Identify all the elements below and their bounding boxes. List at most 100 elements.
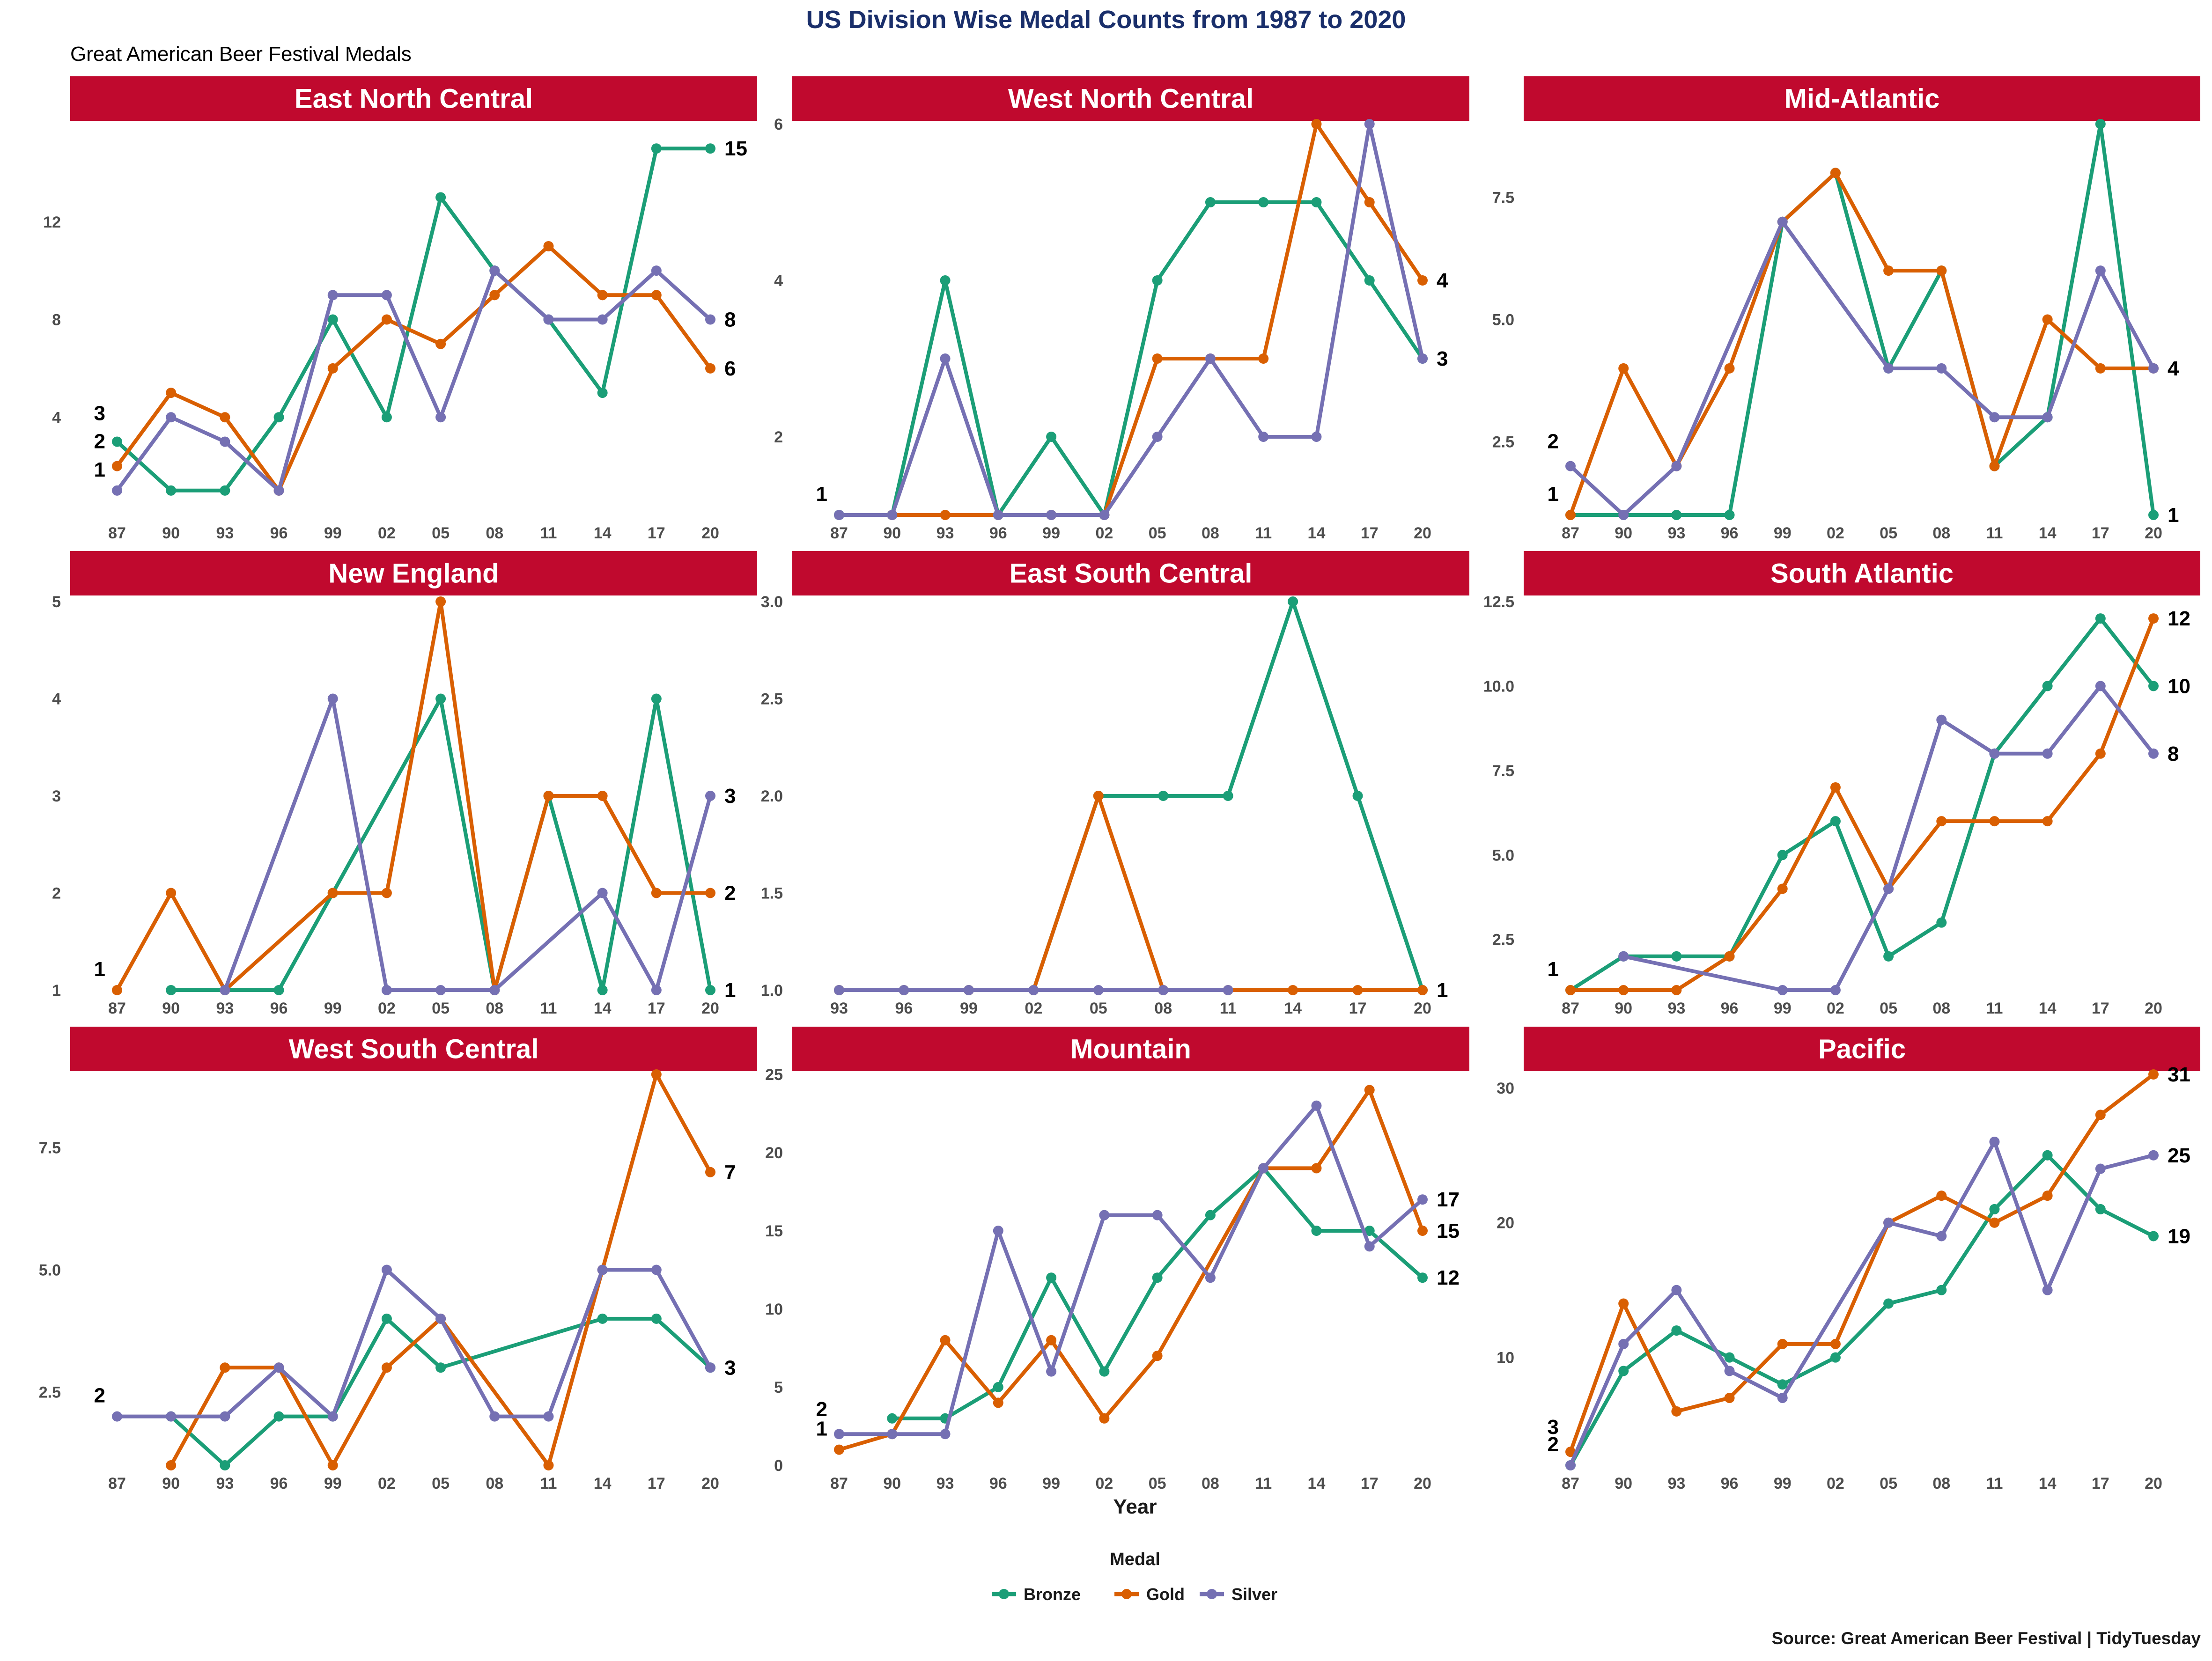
strip-mountain	[792, 1027, 1469, 1071]
x-tick-label: 99	[324, 524, 342, 542]
series-line-gold	[1571, 617, 2155, 992]
y-tick-label: 5	[52, 593, 61, 611]
point-gold	[327, 1460, 338, 1470]
x-tick-label: 05	[1149, 1475, 1166, 1492]
x-tick-label: 11	[1986, 1000, 2003, 1017]
series-line-gold	[169, 1073, 712, 1467]
point-silver	[1311, 1100, 1322, 1111]
point-silver	[1099, 510, 1110, 520]
x-tick-label: 93	[830, 1000, 848, 1017]
x-tick-label: 11	[1986, 524, 2003, 542]
y-tick-label: 20	[1497, 1214, 1514, 1232]
y-tick-label: 15	[765, 1222, 783, 1240]
point-gold	[705, 363, 715, 374]
point-silver	[220, 436, 230, 447]
point-bronze	[1364, 1226, 1375, 1236]
point-bronze	[1671, 951, 1682, 962]
x-tick-label: 05	[1880, 524, 1897, 542]
x-tick-label: 99	[324, 1000, 342, 1017]
point-gold	[381, 888, 392, 898]
point-silver	[2095, 681, 2106, 691]
point-gold	[1936, 816, 1947, 827]
point-gold	[1989, 461, 2000, 471]
point-bronze	[2095, 1204, 2106, 1214]
start-label: 1	[1548, 958, 1559, 981]
point-silver	[2148, 748, 2159, 759]
point-gold	[1364, 197, 1375, 207]
point-gold	[2148, 613, 2159, 624]
x-tick-label: 87	[108, 1000, 126, 1017]
point-silver	[940, 1429, 951, 1440]
x-tick-label: 08	[1932, 524, 1950, 542]
x-axis-label: Year	[1113, 1495, 1157, 1518]
point-silver	[166, 412, 177, 423]
point-silver	[220, 985, 230, 995]
point-silver	[705, 314, 715, 325]
y-tick-label: 4	[774, 272, 783, 290]
point-silver	[651, 265, 662, 276]
point-gold	[940, 1335, 951, 1345]
start-label: 1	[1548, 483, 1559, 506]
point-gold	[112, 985, 122, 995]
point-silver	[1936, 1231, 1947, 1242]
series-line-silver	[839, 1103, 1424, 1436]
x-tick-label: 90	[1615, 524, 1632, 542]
x-tick-label: 96	[989, 524, 1007, 542]
point-gold	[1724, 951, 1735, 962]
point-gold	[1671, 985, 1682, 995]
point-silver	[651, 985, 662, 995]
point-gold	[705, 1167, 715, 1177]
x-tick-label: 08	[1932, 1475, 1950, 1492]
point-gold	[2042, 1191, 2053, 1201]
x-tick-label: 02	[1095, 524, 1113, 542]
point-silver	[220, 1411, 230, 1422]
point-gold	[381, 1362, 392, 1373]
point-bronze	[327, 314, 338, 325]
legend-marker-silver	[1207, 1589, 1217, 1599]
end-label-silver: 3	[724, 785, 736, 808]
point-bronze	[1883, 1298, 1894, 1309]
y-tick-label: 4	[52, 691, 61, 708]
strip-title-west-south-central: West South Central	[289, 1034, 539, 1065]
point-silver	[1724, 1366, 1735, 1376]
point-silver	[112, 485, 122, 496]
y-tick-label: 10	[1497, 1349, 1514, 1367]
y-tick-label: 10	[765, 1301, 783, 1318]
end-label-gold: 6	[724, 357, 736, 380]
point-silver	[597, 314, 608, 325]
point-silver	[1777, 216, 1788, 227]
point-bronze	[1205, 1210, 1216, 1220]
y-tick-label: 7.5	[1492, 762, 1514, 780]
x-tick-label: 17	[1361, 1475, 1379, 1492]
end-label-silver: 25	[2168, 1144, 2190, 1167]
series-line-silver	[1569, 220, 2155, 517]
x-tick-label: 87	[108, 524, 126, 542]
end-label-bronze: 15	[724, 137, 747, 160]
start-label: 3	[94, 402, 105, 425]
point-silver	[1989, 412, 2000, 423]
point-bronze	[1311, 1226, 1322, 1236]
strip-east-north-central	[70, 76, 757, 121]
y-tick-label: 2.5	[1492, 433, 1514, 451]
point-gold	[166, 888, 177, 898]
series-line-gold	[839, 794, 1423, 992]
point-silver	[1883, 1217, 1894, 1228]
point-silver	[1671, 1285, 1682, 1295]
point-silver	[435, 985, 446, 995]
start-label: 2	[94, 430, 105, 453]
point-silver	[489, 985, 500, 995]
point-silver	[2042, 1285, 2053, 1295]
x-tick-label: 93	[216, 524, 234, 542]
point-silver	[1565, 461, 1576, 471]
point-gold	[543, 1460, 554, 1470]
x-tick-label: 93	[936, 1475, 954, 1492]
point-silver	[2148, 1150, 2159, 1161]
strip-title-south-atlantic: South Atlantic	[1770, 559, 1954, 589]
y-tick-label: 10.0	[1483, 677, 1514, 695]
point-gold	[1417, 1226, 1428, 1236]
point-gold	[1618, 363, 1629, 374]
panel-west-south-central: West South Central 2.5 5.0 7.5 87 90 93 96 99 02 0…	[39, 1027, 757, 1492]
end-label-silver: 8	[724, 309, 736, 331]
